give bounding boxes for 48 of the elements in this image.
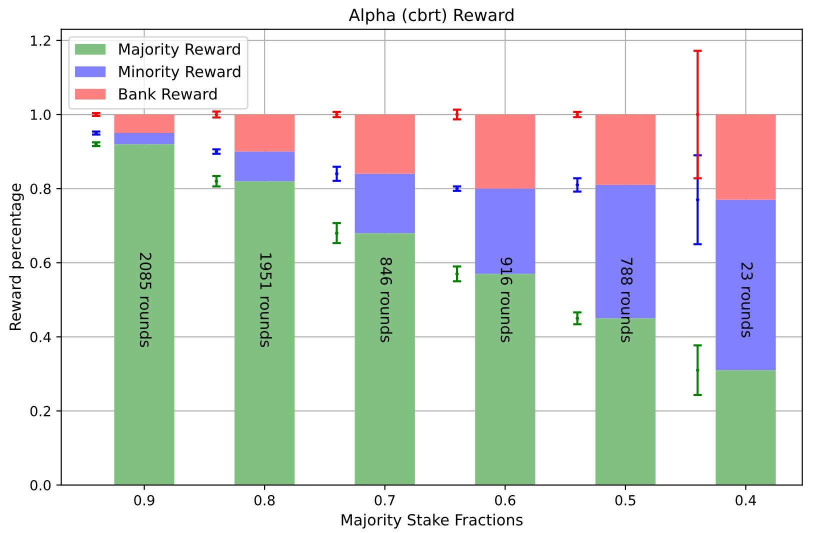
chart-title: Alpha (cbrt) Reward xyxy=(348,8,514,24)
point xyxy=(335,231,338,235)
bar xyxy=(354,174,415,234)
bar xyxy=(234,181,295,486)
point xyxy=(335,172,338,176)
annotation: 916 rounds xyxy=(500,258,513,342)
bar xyxy=(716,200,776,370)
annotation: 2085 rounds xyxy=(140,252,152,348)
point xyxy=(576,316,580,320)
bar xyxy=(234,114,295,152)
bar xyxy=(114,133,174,144)
x-axis-title: Majority Stake Fractions xyxy=(342,514,523,529)
y-axis-title: Reward percentage xyxy=(9,184,24,330)
y-tick-label: 0.0 xyxy=(30,480,51,491)
x-tick-label: 0.6 xyxy=(495,494,516,506)
x-tick-label: 0.4 xyxy=(736,494,756,506)
y-tick-label: 1.2 xyxy=(30,35,50,46)
x-tick-label: 0.7 xyxy=(374,494,395,506)
bar xyxy=(354,114,415,174)
bar xyxy=(114,144,174,486)
bar xyxy=(595,114,656,185)
point xyxy=(696,198,700,202)
point xyxy=(455,272,459,276)
bar xyxy=(114,114,174,134)
point xyxy=(696,368,700,372)
y-tick-label: 1.0 xyxy=(30,110,51,120)
annotation: 846 rounds xyxy=(380,258,392,342)
bar xyxy=(716,114,776,200)
x-tick-label: 0.5 xyxy=(615,494,636,506)
y-tick-label: 0.8 xyxy=(30,184,51,194)
annotation: 788 rounds xyxy=(621,258,633,342)
point xyxy=(696,112,700,116)
legend-label: Minority Reward xyxy=(119,65,240,80)
bar xyxy=(475,114,536,189)
y-tick-label: 0.6 xyxy=(30,258,51,268)
x-tick-label: 0.9 xyxy=(134,494,154,506)
bar xyxy=(354,233,415,486)
y-tick-label: 0.2 xyxy=(30,406,50,416)
point xyxy=(214,179,218,183)
annotation: 1951 rounds xyxy=(260,253,272,348)
legend-label: Bank Reward xyxy=(119,88,217,100)
y-tick-label: 0.4 xyxy=(30,332,51,342)
annotation: 23 rounds xyxy=(741,262,754,338)
legend-label: Majority Reward xyxy=(119,43,240,58)
bar xyxy=(716,370,776,486)
point xyxy=(576,183,580,187)
bar xyxy=(234,152,295,182)
x-tick-label: 0.8 xyxy=(254,494,275,506)
